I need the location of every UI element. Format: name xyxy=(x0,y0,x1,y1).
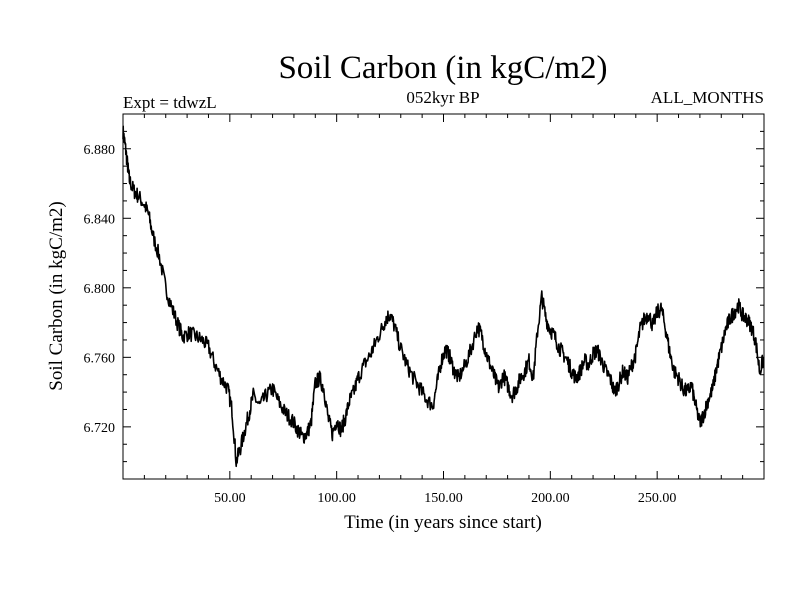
y-tick-label: 6.720 xyxy=(84,421,116,436)
y-tick-label: 6.880 xyxy=(84,143,116,158)
x-tick-label: 150.00 xyxy=(424,491,463,506)
plot-area: 50.00 100.00 150.00 200.00 250.00 6.720 6.760 6… xyxy=(84,113,765,506)
x-tick-label: 200.00 xyxy=(531,491,570,506)
experiment-label: Expt = tdwzL xyxy=(123,93,217,112)
y-tick-label: 6.800 xyxy=(84,282,116,297)
x-axis-label: Time (in years since start) xyxy=(344,512,542,533)
series-line xyxy=(122,125,765,468)
x-tick-label: 250.00 xyxy=(638,491,677,506)
months-label: ALL_MONTHS xyxy=(651,88,764,107)
y-tick-label: 6.840 xyxy=(84,212,116,227)
x-tick-label: 100.00 xyxy=(317,491,356,506)
period-label: 052kyr BP xyxy=(406,88,479,107)
plot-frame xyxy=(122,113,765,480)
chart-title: Soil Carbon (in kgC/m2) xyxy=(278,50,607,86)
x-tick-label: 50.00 xyxy=(214,491,246,506)
y-tick-label: 6.760 xyxy=(84,351,116,366)
y-axis-label: Soil Carbon (in kgC/m2) xyxy=(46,201,67,390)
